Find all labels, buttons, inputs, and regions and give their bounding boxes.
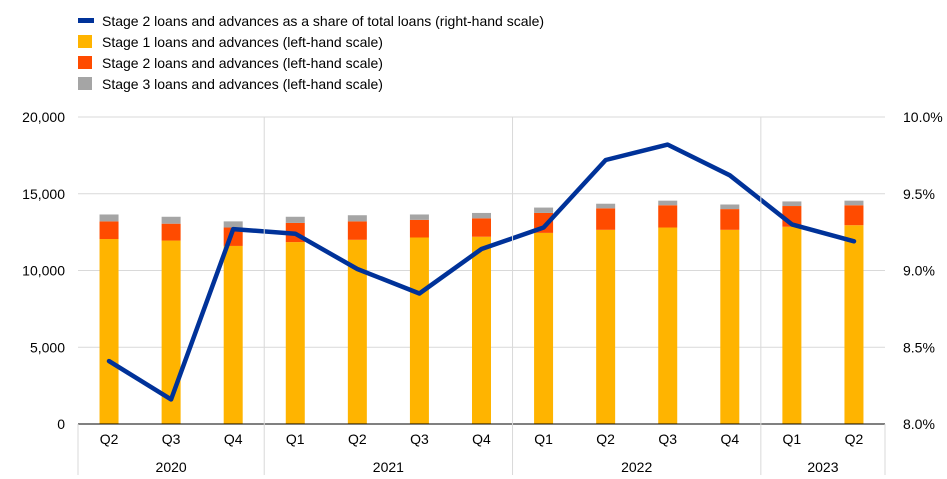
bar-segment <box>409 214 429 220</box>
year-label: 2022 <box>621 459 652 475</box>
legend-label: Stage 2 loans and advances as a share of… <box>102 12 545 29</box>
bar-segment <box>782 201 802 207</box>
x-tick-label: Q1 <box>534 431 553 447</box>
bar-segment <box>99 214 119 222</box>
bar-segment <box>285 242 305 424</box>
left-axis-tick-label: 0 <box>57 416 65 432</box>
x-tick-label: Q1 <box>783 431 802 447</box>
bar-segment <box>347 221 367 240</box>
bar-segment <box>161 216 181 224</box>
bar-segment <box>534 232 554 424</box>
legend-swatch <box>78 18 94 23</box>
x-tick-label: Q2 <box>100 431 119 447</box>
bar-segment <box>844 200 864 206</box>
legend-label: Stage 3 loans and advances (left-hand sc… <box>102 75 383 92</box>
legend-item: Stage 2 loans and advances as a share of… <box>78 10 544 31</box>
right-axis-tick-label: 9.5% <box>903 186 935 202</box>
x-tick-label: Q3 <box>410 431 429 447</box>
right-axis-tick-label: 8.0% <box>903 416 935 432</box>
bar-segment <box>472 236 491 424</box>
bar-segment <box>223 221 243 228</box>
bar-segment <box>844 225 864 424</box>
bar-segment <box>409 237 429 424</box>
x-tick-label: Q3 <box>658 431 677 447</box>
bar-segment <box>161 223 181 241</box>
bar-segment <box>161 240 181 424</box>
x-tick-label: Q4 <box>720 431 739 447</box>
bar-segment <box>596 208 616 230</box>
legend-item: Stage 3 loans and advances (left-hand sc… <box>78 73 544 94</box>
share-line <box>106 142 857 402</box>
x-tick-label: Q3 <box>162 431 181 447</box>
x-tick-label: Q2 <box>845 431 864 447</box>
bar-segment <box>347 215 367 222</box>
bar-segment <box>658 227 678 424</box>
bar-segment <box>472 212 491 219</box>
bar-segment <box>720 229 740 424</box>
bar-segment <box>409 219 429 238</box>
left-axis-tick-label: 15,000 <box>22 186 65 202</box>
left-axis-tick-label: 5,000 <box>30 339 65 355</box>
x-tick-label: Q2 <box>596 431 615 447</box>
x-tick-label: Q4 <box>472 431 491 447</box>
bar-segment <box>223 245 243 424</box>
x-tick-label: Q2 <box>348 431 367 447</box>
right-axis-tick-label: 10.0% <box>903 109 943 125</box>
bar-segment <box>596 203 616 209</box>
legend-swatch <box>78 56 92 69</box>
bar-segment <box>99 239 119 424</box>
legend-label: Stage 2 loans and advances (left-hand sc… <box>102 54 383 71</box>
legend-item: Stage 2 loans and advances (left-hand sc… <box>78 52 544 73</box>
right-axis-tick-label: 8.5% <box>903 339 935 355</box>
legend-swatch <box>78 77 92 90</box>
legend-item: Stage 1 loans and advances (left-hand sc… <box>78 31 544 52</box>
bar-segment <box>472 218 491 237</box>
legend-label: Stage 1 loans and advances (left-hand sc… <box>102 33 383 50</box>
bar-segment <box>844 205 864 226</box>
left-axis-tick-label: 10,000 <box>22 263 65 279</box>
year-label: 2020 <box>156 459 187 475</box>
bar-segment <box>596 229 616 424</box>
bar-segment <box>658 200 678 206</box>
bar-segment <box>534 207 554 213</box>
left-axis-tick-label: 20,000 <box>22 109 65 125</box>
bar-segment <box>782 226 802 424</box>
legend-swatch <box>78 35 92 48</box>
year-label: 2021 <box>373 459 404 475</box>
bar-segment <box>99 221 119 240</box>
x-tick-label: Q1 <box>286 431 305 447</box>
bar-segment <box>658 205 678 228</box>
bar-segment <box>285 216 305 223</box>
bar-segment <box>347 239 367 424</box>
chart-legend: Stage 2 loans and advances as a share of… <box>78 10 544 94</box>
bar-segment <box>720 204 740 210</box>
year-label: 2023 <box>807 459 838 475</box>
right-axis-tick-label: 9.0% <box>903 263 935 279</box>
bar-segment <box>720 209 740 230</box>
x-tick-label: Q4 <box>224 431 243 447</box>
